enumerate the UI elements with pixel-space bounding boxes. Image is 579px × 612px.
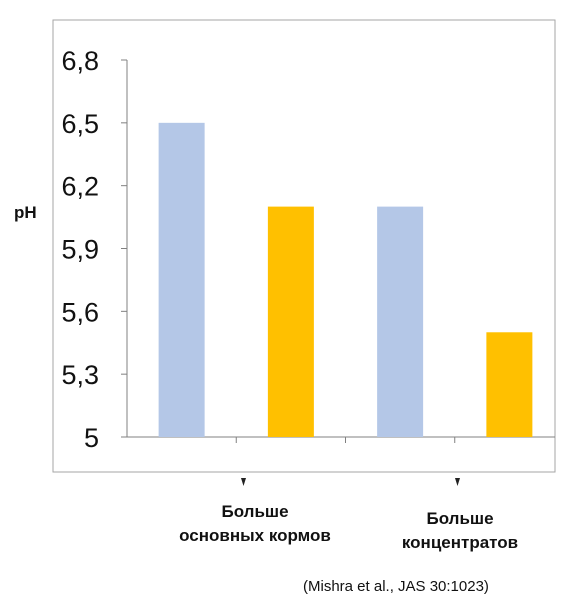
bars bbox=[158, 122, 533, 437]
bar bbox=[377, 206, 424, 437]
arrow-marker-icon bbox=[455, 478, 460, 486]
citation: (Mishra et al., JAS 30:1023) bbox=[303, 578, 489, 595]
y-tick-label: 5,3 bbox=[61, 360, 99, 390]
category-label-line: Больше bbox=[426, 509, 494, 528]
category-label-line: Больше bbox=[221, 502, 289, 521]
arrow-marker-icon bbox=[241, 478, 246, 486]
y-tick-label: 5,6 bbox=[61, 297, 99, 327]
y-tick-label: 6,8 bbox=[61, 46, 99, 76]
y-axis-label: pH bbox=[14, 203, 37, 222]
x-axis-ticks bbox=[235, 437, 456, 443]
plot-area-border bbox=[52, 19, 556, 473]
y-tick-label: 6,5 bbox=[61, 109, 99, 139]
y-tick-label: 6,2 bbox=[61, 172, 99, 202]
category-label-line: концентратов bbox=[401, 533, 519, 552]
y-tick-label: 5,9 bbox=[61, 235, 99, 265]
y-axis-ticks: 6,8 6,5 6,2 5,9 5,6 5,3 5 bbox=[61, 46, 127, 453]
category-label-concentrate: Больше концентратов bbox=[370, 507, 550, 555]
category-label-line: основных кормов bbox=[179, 526, 331, 545]
bar bbox=[267, 206, 314, 437]
y-tick-label: 5 bbox=[84, 423, 99, 453]
bar bbox=[486, 332, 533, 437]
bar bbox=[158, 122, 205, 437]
category-label-forage: Больше основных кормов bbox=[130, 500, 380, 548]
